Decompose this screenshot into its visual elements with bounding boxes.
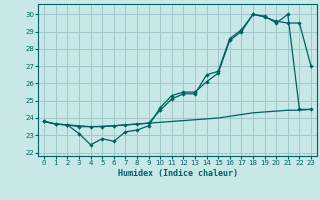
X-axis label: Humidex (Indice chaleur): Humidex (Indice chaleur)	[118, 169, 238, 178]
